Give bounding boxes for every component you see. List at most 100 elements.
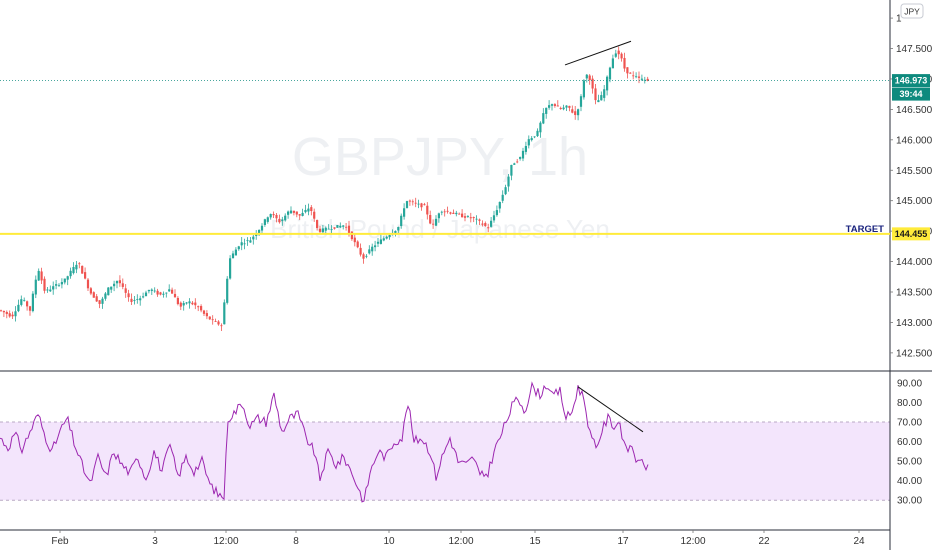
candle-body (37, 270, 40, 281)
candle-body (142, 296, 145, 298)
candle-body (136, 299, 139, 300)
candle-body (78, 263, 81, 265)
candle-body (495, 210, 498, 216)
candle-body (414, 202, 417, 204)
candle-body (269, 214, 272, 218)
candle-body (118, 280, 121, 284)
candle-body (139, 298, 142, 301)
candle-body (252, 236, 255, 240)
candle-body (516, 161, 519, 163)
price-axis-tick-label: 143.000 (896, 318, 932, 329)
candle-body (173, 293, 177, 298)
candle-body (492, 215, 496, 221)
candle-body (63, 278, 66, 283)
candle-body (484, 223, 487, 226)
candle-body (626, 67, 629, 74)
candle-body (429, 215, 432, 224)
time-axis-tick-label: Feb (51, 536, 69, 547)
target-price-tag (892, 227, 930, 241)
candle-body (191, 302, 194, 305)
candle-body (185, 302, 188, 304)
candle-body (530, 138, 533, 141)
candle-body (635, 76, 638, 78)
candle-body (147, 289, 150, 292)
target-label[interactable]: TARGET (846, 224, 885, 235)
candle-body (214, 321, 217, 322)
rsi-axis-tick-label: 90.00 (897, 378, 922, 389)
candle-body (458, 213, 461, 215)
candle-body (46, 289, 49, 291)
price-trendline[interactable] (564, 40, 632, 66)
candle-body (217, 321, 220, 325)
candle-body (150, 289, 153, 291)
time-axis-tick-label: 12:00 (448, 536, 473, 547)
candle-body (571, 109, 574, 113)
candle-body (606, 76, 609, 91)
rsi-trendline[interactable] (577, 386, 644, 433)
candle-body (490, 220, 493, 227)
candle-body (176, 297, 179, 305)
candle-body (379, 239, 382, 244)
candle-body (629, 72, 632, 74)
candle-body (69, 270, 72, 277)
candle-body (258, 229, 261, 235)
candle-body (472, 217, 475, 219)
candle-body (507, 176, 510, 187)
candle-body (568, 105, 571, 108)
candle-body (611, 58, 614, 69)
candles-group (0, 46, 649, 332)
candle-body (539, 122, 542, 133)
time-axis-tick-label: 24 (853, 536, 865, 547)
candle-body (594, 88, 597, 101)
candle-body (574, 111, 577, 116)
candle-body (475, 218, 478, 220)
candle-body (446, 210, 449, 212)
candle-body (353, 237, 356, 243)
target-price-tag-value: 144.455 (895, 229, 928, 239)
candle-body (237, 246, 240, 250)
candle-body (113, 283, 116, 287)
countdown-tag (892, 87, 930, 101)
candle-body (17, 304, 20, 312)
levels-group (0, 80, 890, 235)
candle-body (420, 203, 423, 208)
price-axis-tick-label: 1 (896, 14, 902, 25)
candle-body (95, 296, 98, 302)
candle-body (284, 215, 287, 221)
candle-body (260, 225, 264, 231)
candle-body (400, 215, 403, 227)
candle-body (374, 245, 377, 248)
candle-body (350, 231, 353, 240)
candle-body (28, 306, 32, 311)
candle-body (84, 272, 87, 279)
time-axis-tick-label: 17 (617, 536, 629, 547)
candle-body (226, 278, 229, 303)
candle-body (556, 105, 559, 107)
candle-body (205, 313, 208, 317)
candle-body (504, 187, 507, 195)
price-axis-tick-label: 147.500 (896, 44, 932, 55)
candle-body (14, 311, 17, 317)
candle-body (133, 300, 136, 301)
countdown-tag-value: 39:44 (899, 89, 922, 99)
candle-body (321, 228, 324, 233)
candle-body (86, 279, 90, 289)
candle-body (426, 205, 429, 215)
candle-body (478, 219, 481, 221)
last-price-tag-value: 146.973 (895, 76, 928, 86)
candle-body (643, 79, 646, 81)
candle-body (289, 210, 293, 214)
candle-body (211, 319, 214, 321)
candle-body (365, 255, 368, 257)
price-axis-tick-label: 145.000 (896, 196, 932, 207)
candle-body (43, 278, 46, 291)
candle-body (229, 258, 232, 279)
time-axis-tick-label: 3 (152, 536, 158, 547)
candle-body (200, 306, 203, 311)
currency-badge[interactable] (900, 3, 924, 19)
candle-body (156, 290, 159, 295)
candle-body (162, 293, 165, 295)
candle-body (434, 218, 438, 226)
